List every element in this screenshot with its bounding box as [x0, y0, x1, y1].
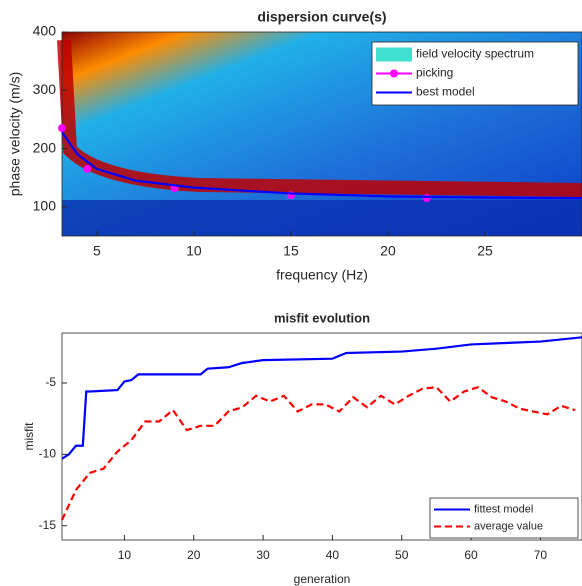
y-axis-label: misfit — [22, 422, 36, 451]
y-tick-label: 100 — [33, 198, 57, 214]
y-tick-label: -15 — [39, 518, 57, 532]
picking-point — [58, 124, 66, 133]
x-tick-label: 20 — [380, 243, 396, 259]
chart-title: dispersion curve(s) — [257, 9, 386, 25]
x-tick-label: 10 — [118, 548, 132, 562]
x-tick-label: 30 — [256, 548, 270, 562]
y-tick-label: 400 — [33, 23, 57, 39]
x-tick-label: 25 — [477, 243, 493, 259]
x-axis-label: frequency (Hz) — [276, 267, 368, 283]
x-tick-label: 10 — [186, 243, 202, 259]
axes-box — [61, 332, 582, 541]
spectrum-ridge — [57, 39, 582, 197]
legend-marker — [390, 69, 398, 78]
legend-patch — [376, 47, 412, 62]
y-tick-label: 300 — [33, 81, 57, 97]
legend-label: picking — [416, 66, 453, 80]
series-line — [61, 131, 582, 200]
x-tick-label: 50 — [395, 548, 409, 562]
x-tick-label: 60 — [464, 548, 478, 562]
picking-point — [83, 164, 92, 173]
x-tick-label: 70 — [534, 548, 548, 562]
series-line — [61, 386, 576, 521]
y-tick-label: -10 — [39, 447, 57, 461]
x-tick-label: 40 — [326, 548, 340, 562]
spectrum-low — [62, 200, 582, 236]
picking-point — [422, 194, 431, 203]
legend-box — [429, 497, 579, 539]
x-axis-label: generation — [294, 572, 351, 586]
x-tick-label: 20 — [187, 548, 201, 562]
y-tick-label: -5 — [45, 375, 56, 389]
chart-title: misfit evolution — [274, 310, 370, 325]
legend-label: fittest model — [474, 503, 533, 515]
legend-label: field velocity spectrum — [416, 47, 534, 61]
x-tick-label: 5 — [93, 243, 101, 259]
x-tick-label: 15 — [283, 243, 299, 259]
legend-label: average value — [474, 520, 543, 532]
legend-label: best model — [416, 85, 475, 99]
y-tick-label: 200 — [33, 139, 57, 155]
series-line — [61, 336, 582, 460]
y-axis-label: phase velocity (m/s) — [7, 72, 23, 196]
